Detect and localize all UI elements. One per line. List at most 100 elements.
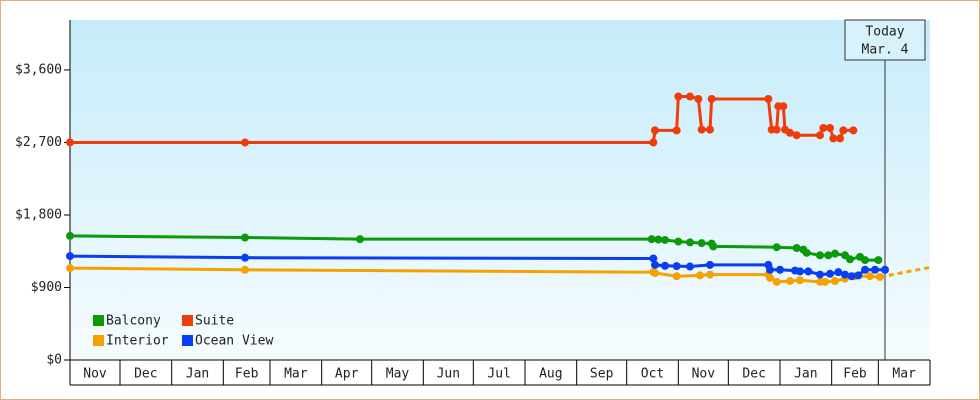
point	[66, 231, 74, 240]
x-tick-label: Nov	[83, 367, 107, 382]
point	[861, 265, 869, 274]
legend-label: Balcony	[106, 314, 161, 329]
point	[802, 248, 811, 257]
x-tick-label: Jun	[437, 367, 460, 382]
point	[831, 249, 839, 258]
point	[649, 138, 658, 147]
point	[241, 253, 249, 262]
point	[706, 270, 714, 279]
point	[849, 126, 858, 135]
point	[672, 126, 681, 135]
point	[706, 125, 714, 134]
x-tick-label: Jan	[794, 367, 817, 382]
point	[649, 254, 658, 263]
point	[241, 233, 249, 242]
point	[696, 271, 704, 280]
point	[796, 276, 804, 285]
x-tick-label: Feb	[843, 367, 867, 382]
point	[866, 272, 874, 281]
x-tick-label: Feb	[235, 367, 259, 382]
point	[836, 134, 844, 143]
x-tick-label: Jul	[487, 367, 510, 382]
point	[706, 260, 714, 269]
point	[847, 272, 856, 281]
x-tick-label: May	[386, 367, 410, 382]
y-tick-label: $2,700	[15, 135, 62, 150]
point	[709, 242, 718, 251]
point	[241, 138, 249, 147]
point	[881, 265, 889, 274]
point	[841, 270, 849, 279]
x-tick-label: Aug	[539, 367, 562, 382]
point	[647, 235, 656, 244]
point	[876, 273, 884, 282]
point	[672, 272, 681, 281]
today-date: Mar. 4	[862, 43, 909, 58]
point	[66, 138, 74, 147]
legend-swatch	[182, 335, 193, 346]
point	[786, 277, 794, 286]
point	[874, 256, 883, 265]
y-tick-label: $900	[31, 280, 62, 295]
point	[861, 256, 869, 265]
point	[697, 239, 706, 248]
x-tick-label: Jan	[186, 367, 209, 382]
legend-swatch	[182, 315, 193, 326]
point	[766, 273, 774, 282]
point	[356, 235, 364, 244]
point	[779, 102, 788, 111]
point	[697, 125, 706, 134]
point	[241, 265, 249, 274]
x-tick-label: Mar	[892, 367, 916, 382]
legend-label: Suite	[195, 314, 234, 329]
point	[826, 269, 834, 278]
point	[792, 131, 801, 140]
point	[672, 262, 681, 271]
point	[854, 271, 863, 280]
point	[661, 261, 669, 270]
point	[772, 125, 781, 134]
legend-label: Ocean View	[195, 334, 273, 349]
point	[821, 277, 829, 286]
point	[772, 277, 781, 286]
x-tick-label: Nov	[692, 367, 716, 382]
plot-area	[70, 20, 930, 360]
point	[686, 238, 694, 247]
point	[776, 265, 784, 274]
legend-label: Interior	[106, 334, 169, 349]
y-tick-label: $1,800	[15, 207, 62, 222]
point	[654, 235, 663, 244]
point	[66, 264, 74, 273]
point	[796, 267, 804, 276]
point	[824, 251, 833, 260]
legend-swatch	[93, 315, 104, 326]
x-tick-label: Dec	[134, 367, 157, 382]
point	[816, 251, 824, 260]
point	[839, 126, 848, 135]
point	[846, 255, 854, 264]
y-tick-label: $0	[46, 353, 62, 368]
point	[816, 270, 824, 279]
today-box	[844, 19, 926, 61]
point	[66, 252, 74, 261]
point	[686, 262, 694, 271]
point	[831, 277, 839, 286]
x-tick-label: Sep	[590, 367, 614, 382]
legend-swatch	[93, 335, 104, 346]
point	[834, 268, 843, 277]
point	[694, 94, 703, 103]
x-tick-label: Mar	[284, 367, 308, 382]
point	[686, 92, 694, 101]
point	[826, 123, 834, 132]
x-tick-label: Dec	[742, 367, 765, 382]
today-label: Today	[865, 25, 904, 40]
point	[764, 94, 773, 103]
point	[651, 126, 659, 135]
x-tick-label: Oct	[641, 367, 664, 382]
point	[829, 134, 838, 143]
point	[674, 92, 683, 101]
point	[816, 131, 824, 140]
point	[871, 265, 879, 274]
point	[651, 260, 659, 269]
